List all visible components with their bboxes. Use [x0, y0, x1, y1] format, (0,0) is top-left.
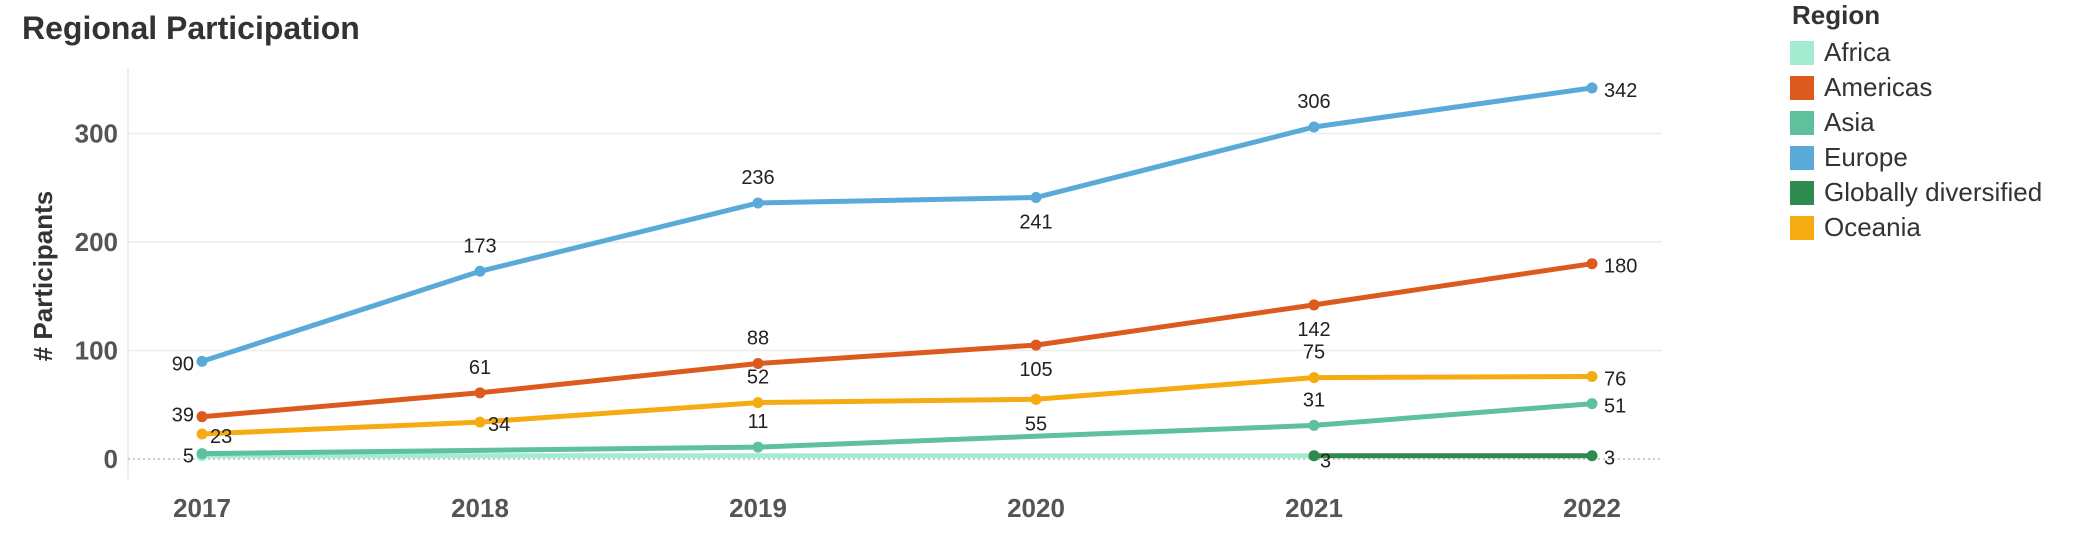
- legend-swatch-africa: [1790, 40, 1814, 65]
- data-point-americas: [752, 358, 764, 370]
- legend-item-asia[interactable]: Asia: [1790, 105, 2042, 140]
- data-label-globally-diversified: 3: [1604, 448, 1615, 470]
- legend-swatch-europe: [1790, 145, 1814, 170]
- data-label-oceania: 34: [488, 414, 510, 436]
- data-point-oceania: [1030, 393, 1042, 405]
- x-tick-label: 2017: [173, 493, 231, 523]
- data-label-oceania: 75: [1303, 342, 1325, 364]
- data-label-asia: 5: [183, 446, 194, 468]
- data-point-americas: [1308, 299, 1320, 311]
- y-tick-label: 200: [75, 227, 118, 257]
- chart-title: Regional Participation: [22, 10, 360, 46]
- legend-label-asia: Asia: [1824, 107, 1875, 137]
- x-tick-label: 2018: [451, 493, 509, 523]
- x-tick-label: 2019: [729, 493, 787, 523]
- legend-item-globally-diversified[interactable]: Globally diversified: [1790, 175, 2042, 210]
- data-label-americas: 61: [469, 357, 491, 379]
- data-label-europe: 306: [1297, 91, 1330, 113]
- data-point-oceania: [1308, 372, 1320, 384]
- data-point-oceania: [1586, 371, 1598, 383]
- series-line-oceania: [199, 374, 1595, 437]
- data-label-europe: 236: [741, 167, 774, 189]
- data-label-asia: 11: [748, 411, 769, 433]
- legend-item-americas[interactable]: Americas: [1790, 70, 2042, 105]
- x-tick-label: 2021: [1285, 493, 1343, 523]
- data-point-europe: [752, 197, 764, 209]
- y-tick-label: 0: [104, 444, 118, 474]
- data-point-oceania: [752, 397, 764, 409]
- y-axis-label: # Participants: [28, 191, 58, 362]
- data-point-americas: [474, 387, 486, 399]
- legend-label-oceania: Oceania: [1824, 212, 1921, 242]
- legend-label-americas: Americas: [1824, 72, 1933, 102]
- data-point-asia: [196, 448, 208, 460]
- data-label-oceania: 23: [210, 426, 232, 448]
- legend-items: Africa Americas Asia Europe Globally diversi…: [1790, 35, 2042, 245]
- data-label-asia: 31: [1303, 389, 1325, 411]
- data-point-asia: [1586, 398, 1598, 410]
- data-point-americas: [1030, 339, 1042, 351]
- data-point-globally-diversified: [1586, 450, 1598, 462]
- data-label-americas: 88: [747, 328, 769, 350]
- legend-item-oceania[interactable]: Oceania: [1790, 210, 2042, 245]
- legend-label-globally-diversified: Globally diversified: [1824, 177, 2043, 207]
- data-point-europe: [474, 265, 486, 277]
- legend-label-europe: Europe: [1824, 142, 1908, 172]
- data-label-americas: 142: [1297, 319, 1330, 341]
- data-label-oceania: 52: [747, 367, 769, 389]
- y-tick-label: 300: [75, 119, 118, 149]
- data-point-europe: [196, 355, 208, 367]
- legend-item-europe[interactable]: Europe: [1790, 140, 2042, 175]
- series-line-europe: [199, 85, 1595, 364]
- y-tick-label: 100: [75, 336, 118, 366]
- legend-item-africa[interactable]: Africa: [1790, 35, 2042, 70]
- data-label-americas: 180: [1604, 256, 1637, 278]
- x-tick-label: 2022: [1563, 493, 1621, 523]
- data-label-asia: 51: [1604, 396, 1626, 418]
- series-line-asia: [199, 401, 1595, 457]
- data-label-oceania: 76: [1604, 369, 1626, 391]
- data-point-americas: [1586, 258, 1598, 270]
- data-point-europe: [1308, 121, 1320, 133]
- data-label-europe: 342: [1604, 80, 1637, 102]
- data-label-americas: 39: [172, 405, 194, 427]
- data-point-asia: [752, 441, 764, 453]
- data-point-globally-diversified: [1308, 450, 1320, 462]
- data-label-americas: 105: [1019, 359, 1052, 381]
- data-label-europe: 173: [463, 235, 496, 257]
- series-line-americas: [199, 261, 1595, 420]
- legend-swatch-asia: [1790, 110, 1814, 135]
- data-label-europe: 90: [172, 353, 194, 375]
- data-point-asia: [1308, 419, 1320, 431]
- legend-swatch-americas: [1790, 75, 1814, 100]
- data-label-oceania: 55: [1025, 413, 1047, 435]
- legend-title: Region: [1792, 0, 1881, 30]
- data-label-africa: 3: [1320, 451, 1331, 473]
- data-point-europe: [1030, 192, 1042, 204]
- x-tick-label: 2020: [1007, 493, 1065, 523]
- legend-label-africa: Africa: [1824, 37, 1891, 67]
- data-point-americas: [196, 411, 208, 423]
- legend-swatch-globally-diversified: [1790, 180, 1814, 205]
- data-label-europe: 241: [1019, 212, 1052, 234]
- legend-swatch-oceania: [1790, 215, 1814, 240]
- data-point-oceania: [474, 416, 486, 428]
- legend: Region Africa Americas Asia Europe Globally …: [1790, 0, 2042, 245]
- data-point-europe: [1586, 82, 1598, 94]
- data-point-oceania: [196, 428, 208, 440]
